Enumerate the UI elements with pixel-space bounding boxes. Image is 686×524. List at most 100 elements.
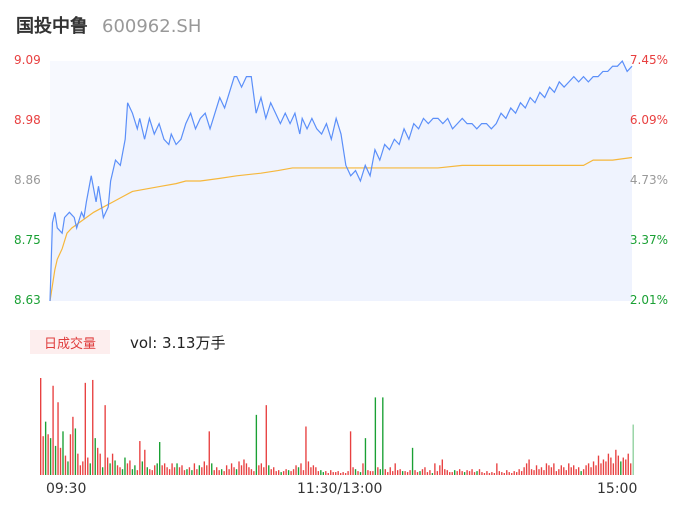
volume-bar <box>109 463 111 475</box>
volume-bar <box>498 471 501 475</box>
volume-bar <box>577 467 580 475</box>
price-chart <box>49 59 633 302</box>
volume-bar <box>151 470 153 475</box>
y-tick-right: 7.45% <box>629 53 668 67</box>
volume-bar <box>622 457 624 475</box>
volume-bar <box>116 465 119 475</box>
volume-bar <box>101 467 104 475</box>
volume-bar <box>617 455 620 475</box>
volume-bar <box>516 472 518 475</box>
volume-bar <box>114 460 116 475</box>
volume-bar <box>568 463 570 475</box>
y-tick-left: 9.09 <box>14 53 41 67</box>
y-tick-right: 3.37% <box>629 233 668 247</box>
volume-bar <box>389 467 391 475</box>
volume-bar <box>496 463 498 475</box>
volume-bar <box>555 471 558 475</box>
volume-bar <box>149 469 151 475</box>
volume-bar <box>545 463 548 475</box>
volume-bar <box>188 467 191 475</box>
volume-bar <box>339 473 342 475</box>
volume-bar <box>131 469 134 475</box>
stock-name: 国投中鲁 <box>16 16 88 37</box>
volume-bar <box>399 469 401 475</box>
volume-bar <box>620 461 622 475</box>
volume-bar <box>449 472 451 475</box>
volume-bar <box>94 438 96 475</box>
volume-bar <box>228 469 230 475</box>
volume-bar <box>136 470 139 475</box>
volume-bar <box>543 470 545 475</box>
volume-bar <box>92 379 94 475</box>
volume-tab-label: 日成交量 <box>43 336 96 352</box>
volume-bar <box>630 463 632 475</box>
volume-bar <box>592 461 595 475</box>
volume-bar <box>52 385 54 475</box>
volume-bar <box>600 463 602 475</box>
volume-bar <box>211 463 213 475</box>
price-chart-background <box>50 61 632 301</box>
volume-bar <box>216 467 218 475</box>
volume-bar <box>69 434 72 475</box>
volume-bar <box>466 470 468 475</box>
volume-bar <box>208 431 210 475</box>
volume-bar <box>511 473 513 475</box>
volume-bar <box>159 442 161 475</box>
volume-bar <box>632 424 634 475</box>
volume-bar <box>330 470 332 475</box>
volume-bar <box>168 469 171 475</box>
volume-bar <box>458 469 461 475</box>
volume-bar <box>530 469 533 475</box>
volume-bar <box>379 469 382 475</box>
volume-bar <box>387 472 389 475</box>
volume-bar <box>382 397 384 475</box>
volume-bar <box>369 471 372 475</box>
volume-bar <box>74 428 77 475</box>
volume-tab[interactable]: 日成交量 <box>30 330 110 354</box>
stock-code: 600962.SH <box>102 16 202 37</box>
volume-bar <box>325 471 327 475</box>
volume-bar <box>478 469 481 475</box>
volume-bar <box>597 455 600 475</box>
stock-header: 国投中鲁 600962.SH <box>16 12 201 40</box>
price-area-fill <box>50 61 632 301</box>
volume-bar <box>278 470 280 475</box>
volume-bar <box>528 459 530 475</box>
y-tick-left: 8.86 <box>14 173 41 187</box>
volume-bar <box>178 467 181 475</box>
volume-bar <box>434 463 436 475</box>
volume-bar <box>280 472 282 475</box>
volume-bar <box>397 470 399 475</box>
volume-bar <box>154 465 156 475</box>
volume-bar <box>540 467 543 475</box>
volume-bar <box>248 467 250 475</box>
volume-bar <box>424 467 426 475</box>
volume-bar <box>357 471 359 475</box>
volume-bar <box>426 472 429 475</box>
volume-bar <box>367 470 369 475</box>
volume-bar <box>297 467 300 475</box>
volume-bar <box>610 457 612 475</box>
volume-bar <box>508 472 510 475</box>
volume-bar <box>106 457 109 475</box>
volume-bar <box>550 467 553 475</box>
volume-bar <box>535 465 538 475</box>
average-price-line <box>49 156 633 302</box>
volume-bar <box>84 382 86 475</box>
volume-bar <box>446 470 448 475</box>
volume-bar <box>409 470 411 475</box>
volume-bar <box>260 463 263 475</box>
volume-bar <box>171 463 173 475</box>
volume-bar <box>411 447 414 475</box>
volume-bar <box>590 467 592 475</box>
volume-bar <box>62 431 64 475</box>
volume-bar <box>538 469 540 475</box>
y-tick-right: 6.09% <box>629 113 668 127</box>
volume-bar <box>342 472 344 475</box>
volume-bar <box>307 461 310 475</box>
volume-readout: vol: 3.13万手 <box>130 334 226 352</box>
volume-bar <box>183 470 186 475</box>
volume-bar <box>161 465 163 475</box>
volume-bar <box>270 469 272 475</box>
y-tick-right: 4.73% <box>629 173 668 187</box>
